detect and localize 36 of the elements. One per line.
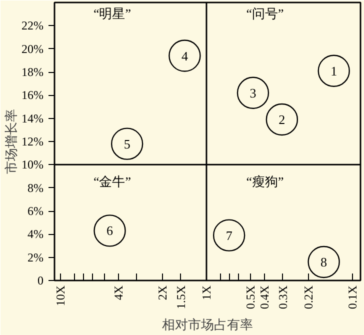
annotation: 2 [278,112,286,127]
y-tick-label: 18% [22,65,44,79]
y-tick-label: 10% [22,158,44,172]
x-tick-label: 0.3X [276,285,290,310]
x-tick-label: 1.5X [174,285,188,310]
y-tick-label: 6% [28,204,44,218]
annotation: 5 [124,136,130,152]
y-tick-label: 8% [28,180,44,195]
annotation: 3 [250,85,256,100]
y-tick-label: 4% [28,227,44,242]
annotation: 1 [330,63,338,78]
x-tick-label: 0.5X [243,285,258,310]
annotation: 7 [226,228,233,243]
x-tick-label: 10X [54,285,68,306]
y-tick-label: 14% [22,111,44,126]
x-tick-label: 0.2X [301,285,316,310]
annotation: “明星” [93,6,132,22]
x-tick-label: 1X [199,285,214,300]
annotation: “金牛” [93,174,132,189]
y-tick-label: 20% [22,42,44,56]
y-tick-label: 2% [28,250,44,264]
annotation: 6 [106,223,114,238]
y-tick-label: 12% [22,134,44,148]
x-axis-title: 相对市场占有率 [162,317,253,332]
y-tick-label: 16% [22,88,44,102]
x-tick-label: 2X [156,285,170,300]
y-tick-label: 22% [22,18,44,33]
annotation: “瘦狗” [246,174,284,189]
annotation: 8 [320,254,328,270]
x-tick-label: 4X [112,285,126,300]
x-tick-label: 0.1X [345,285,360,310]
x-tick-label: 0.4X [258,285,272,310]
annotation: 4 [181,48,188,64]
y-tick-label: 0 [38,274,44,288]
annotation: “问号” [246,6,284,22]
y-axis-title: 市场增长率 [4,109,19,174]
